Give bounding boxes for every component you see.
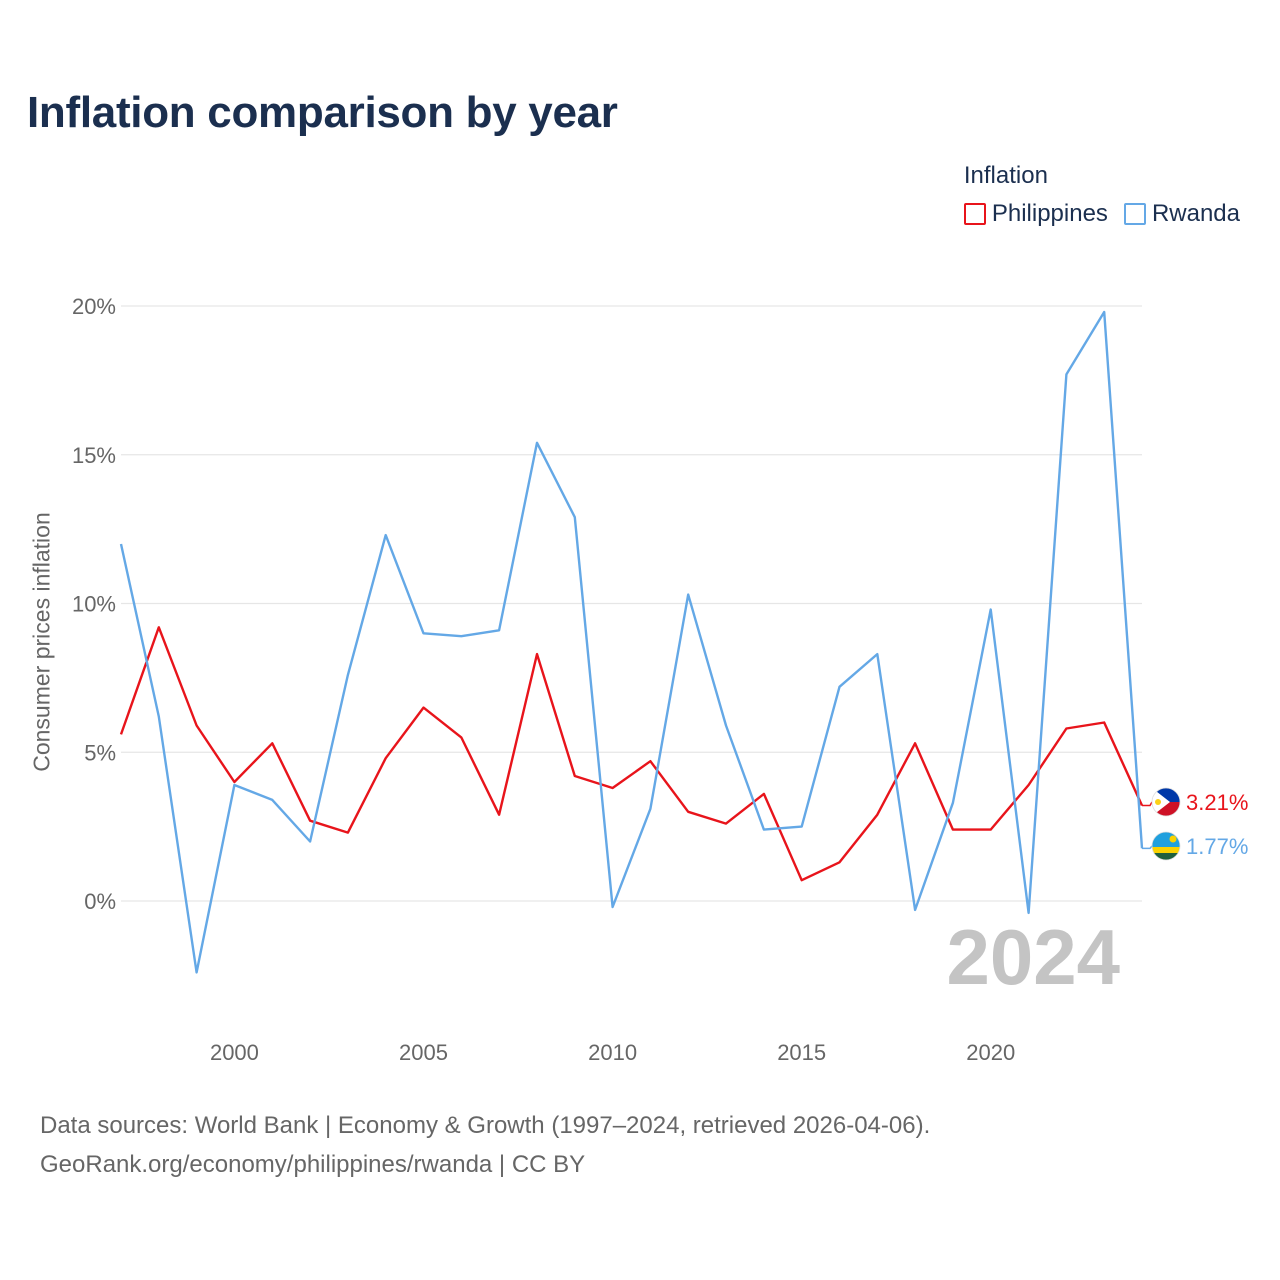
legend-label-philippines: Philippines [991,200,1108,227]
philippines-flag-icon [1151,787,1181,817]
end-connector-philippines [1142,801,1153,807]
legend-title: Inflation [963,162,1048,189]
line-chart: 0%5%10%15%20% 2000 2005 2010 2015 2020 2024 … [72,294,1248,1065]
x-tick-label: 2010 [588,1040,637,1065]
series-end-labels: 3.21% 1.77% [1142,787,1248,861]
series-line-rwanda[interactable] [119,310,1144,974]
x-tick-label: 2020 [966,1040,1015,1065]
x-axis-ticks: 2000 2005 2010 2015 2020 [210,1040,1015,1065]
footer-sources: Data sources: World Bank | Economy & Gro… [40,1112,931,1139]
rwanda-flag-icon [1151,831,1181,861]
y-tick-label: 10% [72,592,116,617]
legend-item-philippines[interactable]: Philippines [963,200,1108,228]
end-connector-rwanda [1142,845,1153,850]
chart-title: Inflation comparison by year [27,88,618,137]
y-tick-label: 15% [72,443,116,468]
y-tick-label: 20% [72,294,116,319]
legend-label-rwanda: Rwanda [1151,200,1240,227]
gridlines [121,305,1142,902]
legend: Inflation Philippines Rwanda [963,162,1240,228]
legend-swatch-rwanda [1123,203,1146,225]
y-tick-label: 5% [84,740,116,765]
series-line-philippines[interactable] [119,626,1144,882]
end-label-philippines: 3.21% [1186,790,1248,815]
x-tick-label: 2000 [210,1040,259,1065]
legend-swatch-philippines [963,203,986,225]
x-tick-label: 2015 [777,1040,826,1065]
y-tick-label: 0% [84,889,116,914]
y-axis-ticks: 0% 5% 10% 15% 20% [72,294,116,914]
footer: Data sources: World Bank | Economy & Gro… [40,1106,930,1184]
footer-link[interactable]: GeoRank.org/economy/philippines/rwanda |… [40,1151,586,1178]
end-label-rwanda: 1.77% [1186,834,1248,859]
series-lines [119,310,1144,974]
year-watermark: 2024 [946,913,1120,1001]
legend-item-rwanda[interactable]: Rwanda [1123,200,1240,228]
x-tick-label: 2005 [399,1040,448,1065]
